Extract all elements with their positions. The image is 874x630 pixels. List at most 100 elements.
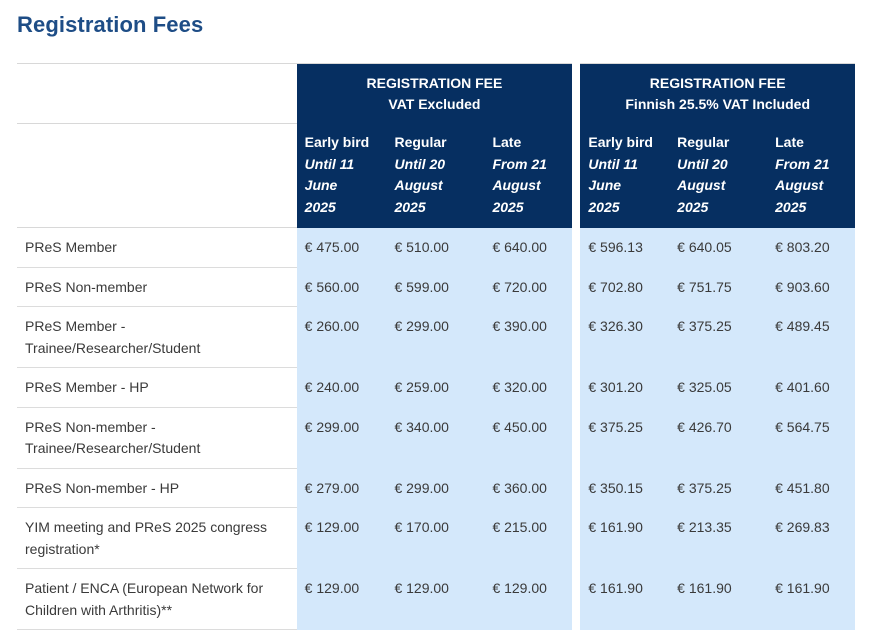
fee-excl-vat-cell: € 259.00 [386, 368, 485, 408]
fee-incl-vat-cell: € 451.80 [767, 468, 855, 508]
header-blank-cell [17, 63, 297, 124]
fee-excl-vat-cell: € 360.00 [484, 468, 573, 508]
fee-incl-vat-cell: € 161.90 [580, 508, 670, 569]
column-header-regular: Regular Until 20 August 2025 [386, 124, 485, 228]
row-label: PReS Member - Trainee/Researcher/Student [17, 307, 297, 368]
fee-incl-vat-cell: € 564.75 [767, 407, 855, 469]
column-period: August [492, 177, 541, 193]
table-row: PReS Non-member - Trainee/Researcher/Stu… [17, 407, 855, 469]
column-period: August [677, 177, 726, 193]
fee-excl-vat-cell: € 560.00 [296, 267, 387, 307]
column-gap [572, 368, 581, 408]
page-title: Registration Fees [17, 12, 204, 37]
group-subtitle: VAT Excluded [388, 96, 481, 112]
table-row: PReS Non-member € 560.00 € 599.00 € 720.00 €… [17, 267, 855, 307]
fee-excl-vat-cell: € 599.00 [386, 267, 485, 307]
column-period: June [304, 177, 338, 193]
column-period: Until 11 [588, 155, 638, 172]
column-period: From 21 [775, 155, 830, 172]
fee-excl-vat-cell: € 390.00 [484, 307, 573, 368]
fee-incl-vat-cell: € 301.20 [580, 368, 670, 408]
column-name: Early bird [588, 134, 653, 150]
column-header-early-bird: Early bird Until 11 June 2025 [580, 124, 670, 228]
row-label: PReS Non-member [17, 267, 297, 307]
fee-incl-vat-cell: € 489.45 [767, 307, 855, 368]
header-blank-cell [17, 124, 297, 228]
row-label: Patient / ENCA (European Network for Chi… [17, 569, 297, 630]
row-label: PReS Member [17, 228, 297, 268]
column-gap [572, 468, 581, 508]
column-gap [572, 63, 581, 124]
fee-excl-vat-cell: € 129.00 [296, 569, 387, 630]
column-header-late: Late From 21 August 2025 [484, 124, 573, 228]
column-period: 2025 [775, 198, 807, 215]
column-period: 2025 [304, 198, 336, 215]
table-row: PReS Member - HP € 240.00 € 259.00 € 320.00… [17, 368, 855, 408]
row-label: PReS Non-member - Trainee/Researcher/Stu… [17, 407, 297, 469]
column-header-row: Early bird Until 11 June 2025 Regular Un… [17, 124, 855, 228]
group-title: REGISTRATION FEE [649, 75, 786, 91]
fee-excl-vat-cell: € 640.00 [484, 228, 573, 268]
group-title: REGISTRATION FEE [366, 75, 503, 91]
column-period: Until 20 [394, 155, 446, 172]
fee-excl-vat-cell: € 240.00 [296, 368, 387, 408]
fee-incl-vat-cell: € 426.70 [669, 407, 768, 469]
fee-excl-vat-cell: € 129.00 [386, 569, 485, 630]
fee-incl-vat-cell: € 161.90 [669, 569, 768, 630]
column-gap [572, 307, 581, 368]
fee-excl-vat-cell: € 510.00 [386, 228, 485, 268]
fee-excl-vat-cell: € 170.00 [386, 508, 485, 569]
column-period: Until 11 [304, 155, 355, 172]
fee-excl-vat-cell: € 260.00 [296, 307, 387, 368]
fee-excl-vat-cell: € 320.00 [484, 368, 573, 408]
row-label: PReS Member - HP [17, 368, 297, 408]
column-header-early-bird: Early bird Until 11 June 2025 [296, 124, 387, 228]
column-name: Early bird [304, 134, 370, 150]
fee-incl-vat-cell: € 596.13 [580, 228, 670, 268]
row-label: YIM meeting and PReS 2025 congress regis… [17, 508, 297, 569]
fee-excl-vat-cell: € 475.00 [296, 228, 387, 268]
column-period: June [588, 177, 622, 193]
fee-incl-vat-cell: € 350.15 [580, 468, 670, 508]
fee-excl-vat-cell: € 129.00 [296, 508, 387, 569]
column-gap [572, 508, 581, 569]
column-header-late: Late From 21 August 2025 [767, 124, 855, 228]
fee-excl-vat-cell: € 720.00 [484, 267, 573, 307]
column-period: August [775, 177, 824, 193]
fee-incl-vat-cell: € 375.25 [580, 407, 670, 469]
table-row: PReS Member - Trainee/Researcher/Student… [17, 307, 855, 368]
table-row: YIM meeting and PReS 2025 congress regis… [17, 508, 855, 569]
column-name: Regular [677, 134, 730, 150]
fee-incl-vat-cell: € 702.80 [580, 267, 670, 307]
column-period: August [394, 177, 443, 193]
column-period: 2025 [588, 198, 620, 215]
fee-incl-vat-cell: € 803.20 [767, 228, 855, 268]
fee-incl-vat-cell: € 375.25 [669, 307, 768, 368]
column-gap [572, 267, 581, 307]
column-gap [572, 407, 581, 469]
table-row: Patient / ENCA (European Network for Chi… [17, 569, 855, 630]
table-row: PReS Non-member - HP € 279.00 € 299.00 € 36… [17, 468, 855, 508]
fee-excl-vat-cell: € 340.00 [386, 407, 485, 469]
fee-excl-vat-cell: € 299.00 [386, 307, 485, 368]
fee-incl-vat-cell: € 903.60 [767, 267, 855, 307]
fee-incl-vat-cell: € 325.05 [669, 368, 768, 408]
fee-excl-vat-cell: € 299.00 [386, 468, 485, 508]
column-name: Late [492, 134, 522, 150]
table-row: PReS Member € 475.00 € 510.00 € 640.00 € 596… [17, 228, 855, 268]
fee-incl-vat-cell: € 326.30 [580, 307, 670, 368]
column-header-regular: Regular Until 20 August 2025 [669, 124, 768, 228]
fee-excl-vat-cell: € 299.00 [296, 407, 387, 469]
fee-incl-vat-cell: € 375.25 [669, 468, 768, 508]
fee-incl-vat-cell: € 161.90 [580, 569, 670, 630]
group-header-row: REGISTRATION FEE VAT Excluded REGISTRATI… [17, 63, 855, 124]
column-period: From 21 [492, 155, 547, 172]
row-label: PReS Non-member - HP [17, 468, 297, 508]
column-period: 2025 [492, 198, 524, 215]
fee-excl-vat-cell: € 450.00 [484, 407, 573, 469]
registration-fees-table: REGISTRATION FEE VAT Excluded REGISTRATI… [17, 63, 855, 630]
column-gap [572, 228, 581, 268]
column-gap [572, 124, 581, 228]
column-gap [572, 569, 581, 630]
fee-incl-vat-cell: € 161.90 [767, 569, 855, 630]
